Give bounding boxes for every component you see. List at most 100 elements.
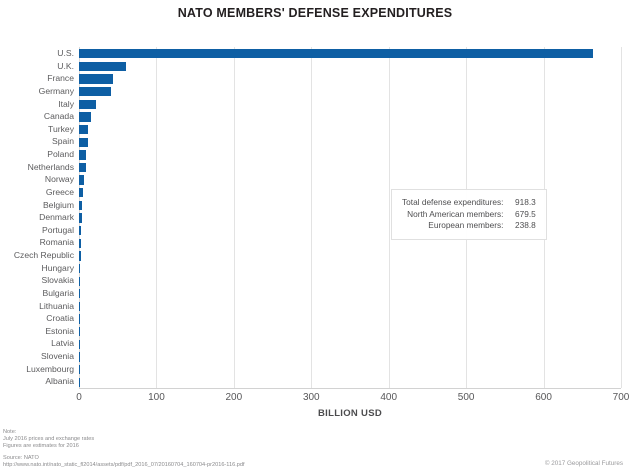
bar-label-estonia: Estonia [45,325,74,336]
bar-label-poland: Poland [47,149,74,160]
footer-source: Source: NATO http://www.nato.int/nato_st… [3,455,245,469]
summary-label: European members: [428,220,506,230]
bar [79,200,83,211]
bar [79,339,81,349]
summary-row: North American members: 679.5 [402,209,536,221]
bar [79,87,111,97]
gridline-400 [388,47,390,388]
bar-label-luxembourg: Luxembourg [26,363,74,374]
bar-row: Hungary [0,262,630,276]
bar-label-canada: Canada [43,111,74,122]
bar-label-spain: Spain [52,136,74,147]
x-tick-label-200: 200 [225,392,243,403]
gridline-700 [621,47,622,388]
x-tick-label-0: 0 [76,392,82,403]
bar-row: Slovenia [0,350,630,364]
bar-row: Norway [0,173,630,187]
bar-row: Denmark [0,211,630,225]
summary-label: North American members: [407,208,506,219]
footer-source-url[interactable]: http://www.nato.int/nato_static_fl2014/a… [3,462,245,469]
bar [79,251,81,261]
x-tick-label-500: 500 [457,392,475,403]
bar-label-lithuania: Lithuania [39,300,74,311]
bar-row: Albania [0,375,630,389]
bar [79,301,81,312]
bar [79,377,81,387]
bar-label-greece: Greece [45,186,74,197]
x-tick-label-400: 400 [380,392,398,403]
bar-label-turkey: Turkey [48,123,74,134]
bar-row: U.S. [0,47,630,61]
bar [79,150,87,160]
bar [79,99,97,109]
bar-label-germany: Germany [38,85,74,96]
bar-row: Latvia [0,337,630,351]
bar-row: Canada [0,110,630,124]
x-axis-ticks: 0 100 200 300 400 500 600 700 [0,392,630,406]
bar-row: Italy [0,98,630,112]
summary-value: 679.5 [515,208,536,219]
bar-label-slovakia: Slovakia [41,275,74,286]
summary-annotation-box: Total defense expenditures: 918.3 North A… [391,189,547,240]
bar [79,112,91,122]
chart-title: NATO MEMBERS' DEFENSE EXPENDITURES [177,6,453,20]
bar-row: Spain [0,135,630,149]
gridline-200 [233,47,235,388]
bar-row: Lithuania [0,300,630,314]
x-axis-baseline [79,388,621,389]
footer-note: Note: July 2016 prices and exchange rate… [3,429,94,451]
bar-row: Slovakia [0,274,630,288]
bar-label-u-s: U.S. [57,48,74,58]
footer-note-heading: Note: [3,429,17,435]
bar-row: Czech Republic [0,249,630,263]
bar [79,124,88,135]
gridline-100 [156,47,158,388]
bar-rows: U.S. U.K. France Germany Italy Canada Turkey Sp… [0,47,630,388]
summary-value: 918.3 [515,197,536,207]
footer-source-line: Source: NATO [3,455,39,461]
bar-row: Bulgaria [0,287,630,301]
bar [79,162,86,173]
bar-row: Greece [0,186,630,200]
bar [79,289,81,299]
bar-label-portugal: Portugal [41,224,74,235]
bar-row: Poland [0,148,630,162]
bar-label-belgium: Belgium [42,199,74,210]
bar-label-u-k: U.K. [57,60,74,71]
bar-label-italy: Italy [58,98,74,109]
footer-note-line-2: Figures are estimates for 2016 [3,443,79,450]
summary-row: Total defense expenditures: 918.3 [402,197,536,209]
bar-label-norway: Norway [44,174,74,185]
bar [79,238,81,248]
copyright-text: © 2017 Geopolitical Futures [544,460,623,467]
bar-row: Germany [0,85,630,99]
bar [79,74,114,84]
bar [79,226,81,236]
bar [79,175,84,185]
bar-row: Turkey [0,123,630,137]
bar-label-albania: Albania [45,376,74,387]
x-axis-title: BILLION USD [318,408,382,419]
bar-label-romania: Romania [39,237,74,248]
x-tick-label-600: 600 [535,392,552,403]
bar-row: Romania [0,236,630,250]
bar-label-bulgaria: Bulgaria [42,287,74,298]
bar-row: France [0,72,630,86]
bar-label-denmark: Denmark [39,212,74,223]
summary-value: 238.8 [515,220,536,230]
x-tick-label-100: 100 [148,392,165,403]
bar-row: Croatia [0,312,630,326]
bar-row: U.K. [0,60,630,74]
summary-label: Total defense expenditures: [402,197,506,207]
bar [79,276,81,286]
gridline-300 [311,47,313,388]
bar [79,188,83,198]
bar-label-czech-republic: Czech Republic [13,250,74,261]
bar [79,263,81,274]
bar-label-croatia: Croatia [46,313,74,324]
bar-row: Belgium [0,199,630,213]
bar-label-latvia: Latvia [51,338,74,349]
x-tick-label-700: 700 [612,392,630,403]
bar [79,352,81,362]
bar-row: Netherlands [0,161,630,175]
